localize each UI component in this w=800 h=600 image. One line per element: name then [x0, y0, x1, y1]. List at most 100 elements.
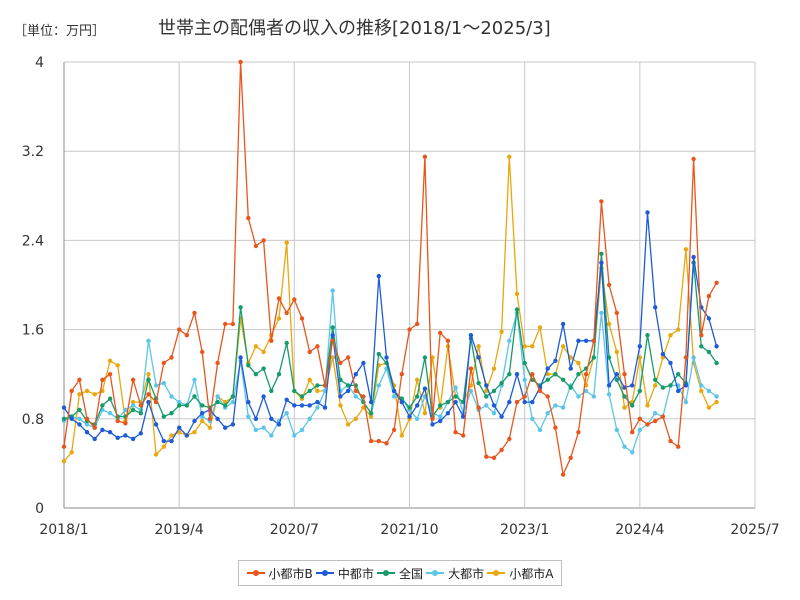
- data-point: [169, 411, 174, 416]
- data-point: [292, 403, 297, 408]
- data-point: [453, 394, 458, 399]
- data-point: [177, 425, 182, 430]
- data-point: [591, 394, 596, 399]
- data-point: [215, 394, 220, 399]
- data-point: [507, 399, 512, 405]
- data-point: [714, 280, 719, 285]
- data-point: [545, 394, 550, 399]
- data-point: [315, 405, 320, 410]
- data-point: [484, 403, 489, 408]
- data-point: [683, 355, 689, 360]
- data-point: [223, 403, 228, 408]
- data-point: [522, 360, 527, 366]
- legend-item-small-city-a: 小都市A: [487, 565, 553, 582]
- data-point: [530, 344, 535, 349]
- data-point: [576, 394, 581, 399]
- data-point: [368, 414, 374, 419]
- data-point: [153, 422, 159, 427]
- data-point: [545, 372, 550, 377]
- data-point: [361, 360, 366, 366]
- data-point: [461, 433, 466, 438]
- data-point: [530, 416, 535, 421]
- data-point: [445, 399, 451, 405]
- data-point: [276, 372, 282, 377]
- data-point: [330, 288, 335, 293]
- data-point: [683, 383, 689, 388]
- data-point: [438, 414, 443, 419]
- data-point: [253, 416, 259, 421]
- data-point: [507, 436, 512, 442]
- data-point: [123, 407, 128, 413]
- data-point: [115, 435, 120, 440]
- data-point: [491, 411, 497, 416]
- data-point: [345, 355, 351, 360]
- data-point: [77, 416, 82, 421]
- series-line: [63, 61, 718, 476]
- x-tick-label: 2024/4: [615, 522, 664, 538]
- data-point: [507, 338, 512, 343]
- data-point: [706, 293, 712, 299]
- data-point: [668, 360, 673, 366]
- data-point: [683, 399, 689, 405]
- data-point: [583, 372, 589, 377]
- data-point: [706, 405, 712, 410]
- y-tick-label: 3.2: [22, 144, 44, 160]
- data-point: [107, 430, 113, 435]
- x-tick-label: 2019/4: [155, 522, 204, 538]
- data-point: [491, 388, 497, 394]
- data-point: [284, 411, 289, 416]
- data-point: [637, 427, 642, 433]
- data-point: [138, 411, 143, 416]
- data-point: [107, 396, 113, 401]
- data-point: [568, 455, 573, 460]
- data-point: [192, 310, 197, 316]
- data-point: [307, 349, 312, 355]
- legend-item-small-city-b: 小都市B: [246, 565, 313, 582]
- data-point: [238, 355, 243, 360]
- data-point: [637, 355, 642, 360]
- data-point: [153, 452, 159, 457]
- data-point: [200, 349, 205, 355]
- data-point: [614, 372, 619, 377]
- data-point: [330, 325, 335, 330]
- data-point: [146, 338, 151, 343]
- data-point: [276, 316, 282, 321]
- data-point: [130, 407, 136, 413]
- data-point: [691, 355, 696, 360]
- data-point: [338, 403, 343, 408]
- data-point: [706, 316, 712, 321]
- data-point: [591, 355, 596, 360]
- data-point: [61, 405, 67, 410]
- data-point: [630, 383, 635, 388]
- data-point: [261, 394, 266, 399]
- data-point: [146, 399, 151, 405]
- data-point: [576, 360, 581, 366]
- data-point: [146, 377, 151, 382]
- data-point: [246, 363, 251, 368]
- data-point: [253, 344, 259, 349]
- data-point: [614, 427, 619, 433]
- data-point: [177, 399, 182, 405]
- data-point: [438, 330, 443, 336]
- data-point: [376, 438, 381, 444]
- legend-swatch-small-city-a: [487, 568, 506, 578]
- data-point: [353, 394, 358, 399]
- data-point: [276, 422, 282, 427]
- data-point: [384, 441, 389, 446]
- data-point: [653, 377, 658, 382]
- x-tick-label: 2021/10: [380, 522, 438, 538]
- data-point: [230, 422, 236, 427]
- legend: 小都市B 中都市 全国 大都市 小都市A: [238, 560, 562, 586]
- data-point: [123, 433, 128, 438]
- data-point: [491, 366, 497, 371]
- legend-swatch-small-city-b: [246, 568, 265, 578]
- data-point: [138, 403, 143, 408]
- data-point: [599, 260, 604, 265]
- data-point: [545, 366, 550, 371]
- data-point: [353, 416, 358, 421]
- data-point: [376, 273, 381, 279]
- data-point: [560, 321, 566, 327]
- data-point: [399, 433, 404, 438]
- data-point: [161, 414, 166, 419]
- data-point: [107, 372, 113, 377]
